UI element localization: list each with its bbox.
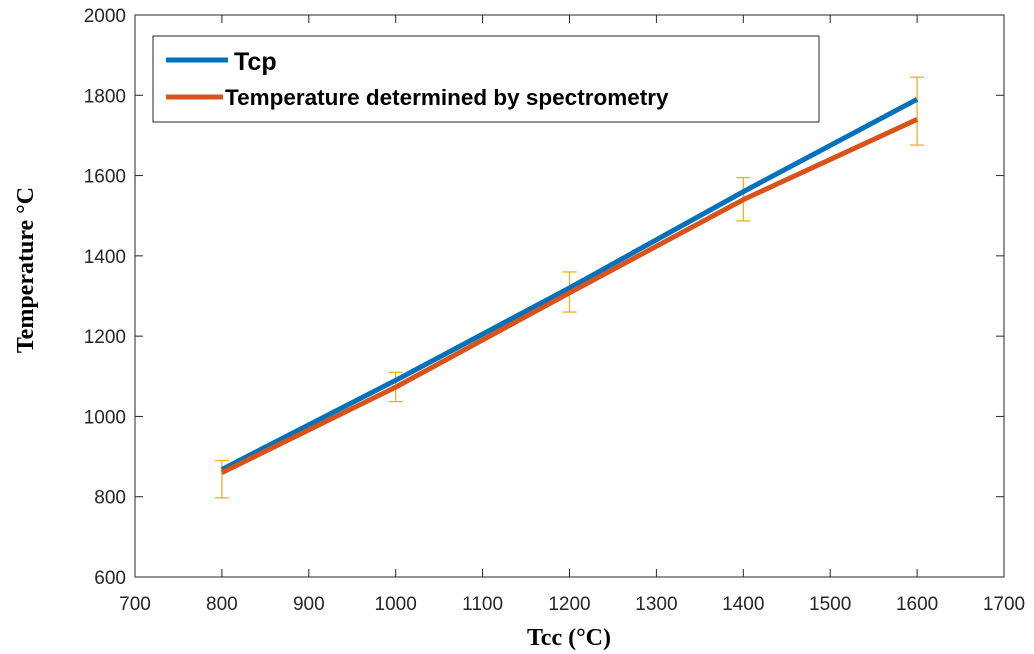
y-axis-title: Temperature °C: [13, 187, 39, 353]
y-tick-label: 1400: [84, 247, 126, 268]
x-tick-label: 1700: [983, 594, 1025, 615]
y-tick-label: 600: [94, 568, 126, 589]
error-bar: [910, 76, 925, 146]
series-line-1: [220, 117, 919, 475]
x-tick-label: 700: [119, 594, 151, 615]
x-axis-title: Tcc (°C): [527, 625, 611, 651]
series-line-0: [220, 97, 919, 472]
y-tick-label: 1600: [84, 167, 126, 188]
x-tick-label: 800: [206, 594, 238, 615]
x-tick-label: 1000: [375, 594, 417, 615]
x-tick-label: 1100: [462, 594, 503, 615]
legend: Tcp Temperature determined by spectromet…: [152, 35, 820, 123]
y-tick-label: 1800: [84, 86, 126, 107]
y-tick-label: 2000: [84, 6, 126, 27]
series-lines: [220, 97, 919, 475]
legend-label-tcp: Tcp: [234, 48, 277, 76]
y-tick-label: 1000: [84, 407, 126, 428]
x-tick-label: 1300: [635, 594, 677, 615]
x-tick-label: 1600: [896, 594, 938, 615]
legend-box: [152, 35, 820, 123]
x-tick-label: 1400: [722, 594, 764, 615]
y-axis-ticks: 600 800 1000 1200 1400 1600 1800 2000: [84, 6, 1004, 589]
y-tick-label: 800: [94, 488, 126, 509]
x-tick-label: 900: [293, 594, 325, 615]
x-axis-ticks: 700 800 900 1000 1100 1200 1300 1400 1500 1600 170…: [119, 15, 1025, 615]
legend-label-spectrometry: Temperature determined by spectrometry: [225, 85, 669, 110]
y-tick-label: 1200: [84, 327, 126, 348]
x-tick-label: 1500: [809, 594, 851, 615]
x-tick-label: 1200: [548, 594, 590, 615]
